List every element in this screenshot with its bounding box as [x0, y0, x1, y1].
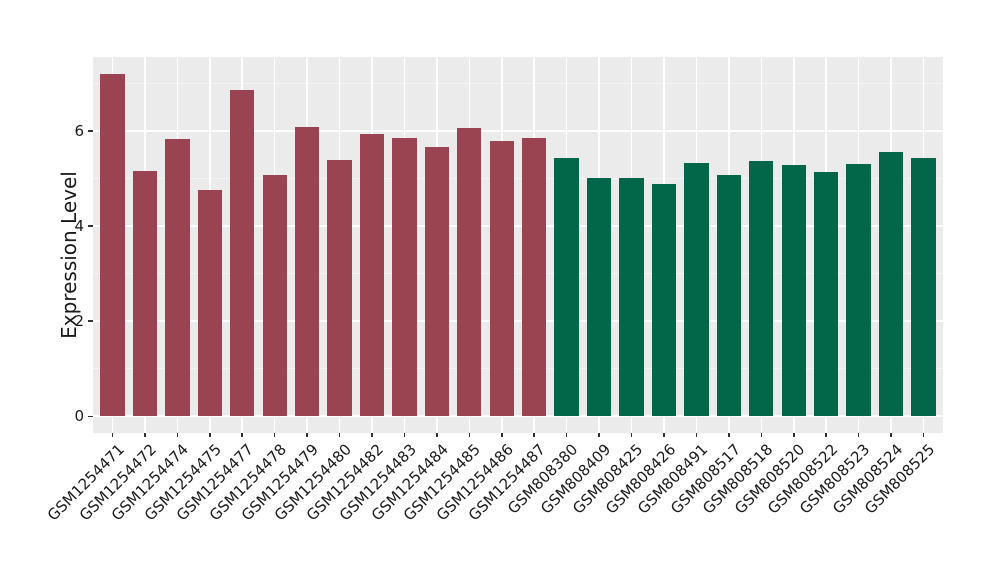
bar-GSM808523	[846, 164, 871, 417]
y-tick-mark	[88, 130, 93, 132]
major-gridline	[93, 224, 943, 227]
bar-GSM808520	[781, 164, 806, 417]
x-tick-mark	[176, 433, 179, 437]
x-tick-mark	[338, 433, 341, 437]
x-tick-mark	[306, 433, 308, 437]
x-tick-mark	[598, 433, 600, 437]
x-tick-mark	[728, 433, 730, 437]
bar-GSM808522	[814, 172, 839, 417]
y-tick-mark	[88, 225, 93, 227]
bar-GSM808518	[749, 160, 774, 417]
x-tick-mark	[501, 433, 503, 437]
x-tick-mark	[922, 433, 925, 437]
y-tick-label: 0	[74, 407, 84, 426]
x-tick-mark	[890, 433, 892, 437]
x-tick-mark	[371, 433, 373, 437]
x-tick-mark	[241, 433, 243, 437]
bar-GSM1254478	[262, 175, 287, 417]
bar-GSM1254484	[424, 146, 450, 417]
x-tick-mark	[760, 433, 763, 437]
x-tick-mark	[111, 433, 114, 437]
y-tick-mark	[88, 320, 93, 322]
x-tick-mark	[403, 433, 406, 437]
bar-GSM1254486	[489, 141, 514, 417]
bar-GSM808517	[716, 175, 742, 417]
y-tick-mark	[88, 415, 93, 418]
bar-GSM808426	[651, 184, 677, 417]
bar-GSM1254471	[100, 73, 125, 417]
x-tick-mark	[209, 433, 211, 437]
bar-GSM1254474	[165, 139, 190, 417]
x-tick-mark	[695, 433, 698, 437]
minor-gridline	[93, 273, 943, 275]
bar-GSM808409	[586, 177, 612, 417]
bar-GSM808524	[878, 151, 904, 417]
bar-GSM808380	[554, 157, 579, 417]
y-tick-label: 6	[74, 121, 84, 140]
minor-gridline	[93, 82, 943, 84]
major-gridline	[93, 415, 943, 418]
bar-GSM808525	[911, 158, 936, 417]
x-tick-mark	[273, 433, 276, 437]
y-tick-label: 2	[74, 312, 84, 331]
bar-GSM1254472	[132, 170, 158, 417]
minor-gridline	[93, 368, 943, 370]
plot-panel	[93, 57, 943, 433]
x-tick-mark	[857, 433, 860, 437]
bar-GSM1254480	[327, 160, 352, 417]
bar-GSM1254475	[197, 189, 222, 417]
x-tick-mark	[468, 433, 471, 437]
minor-gridline	[93, 177, 943, 179]
x-tick-mark	[565, 433, 568, 437]
major-gridline	[93, 129, 943, 132]
x-tick-mark	[533, 433, 535, 437]
major-gridline	[93, 320, 943, 323]
bar-GSM1254487	[522, 137, 547, 417]
bar-GSM1254479	[294, 126, 320, 417]
bar-GSM1254485	[457, 128, 482, 417]
x-tick-mark	[436, 433, 438, 437]
bar-GSM808491	[684, 162, 709, 417]
x-tick-mark	[825, 433, 827, 437]
y-tick-label: 4	[74, 216, 84, 235]
x-tick-mark	[144, 433, 146, 437]
x-tick-mark	[630, 433, 633, 437]
bar-GSM1254477	[230, 89, 255, 417]
bar-GSM1254483	[392, 138, 417, 417]
x-tick-mark	[793, 433, 795, 437]
bar-GSM1254482	[359, 133, 385, 417]
x-tick-mark	[663, 433, 665, 437]
bar-GSM808425	[619, 178, 644, 417]
